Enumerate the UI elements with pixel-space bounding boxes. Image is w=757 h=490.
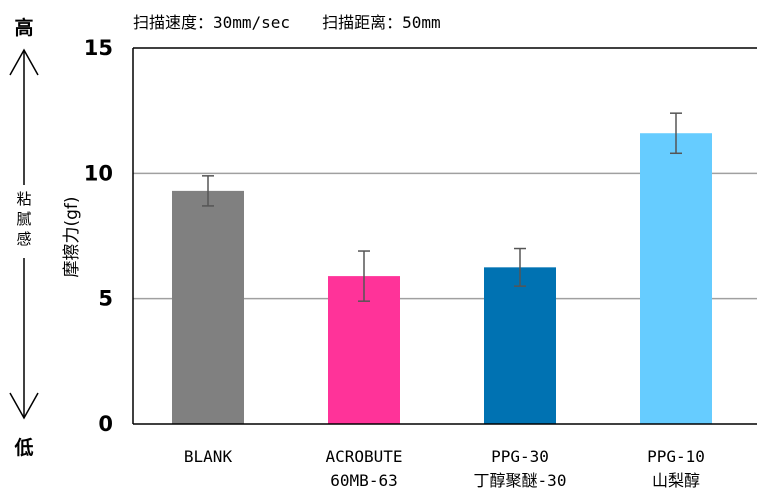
chart-subtitle: 扫描速度：30mm/sec 扫描距离：50mm <box>133 13 441 32</box>
bar-4 <box>640 133 712 424</box>
y-tick-label-0: 0 <box>98 412 113 436</box>
side-axis-low: 低 <box>13 436 33 459</box>
x-tick-labels: BLANK ACROBUTE 60MB-63 PPG-30 丁醇聚醚-30 PPG-10 山… <box>184 447 705 490</box>
side-axis-high: 高 <box>14 16 33 39</box>
y-axis-title: 摩擦力(gf) <box>62 196 82 277</box>
side-axis-char-1: 粘 <box>16 190 31 208</box>
error-bars <box>202 112 682 302</box>
side-axis-char-2: 腻 <box>16 210 31 228</box>
plot-frame <box>132 47 757 425</box>
y-tick-labels: 0 5 10 15 <box>84 36 113 436</box>
side-axis-char-3: 感 <box>16 230 31 248</box>
side-axis-arrowhead-up <box>9 48 39 76</box>
x-tick-label-2: ACROBUTE 60MB-63 <box>325 447 402 490</box>
bar-3 <box>484 267 556 424</box>
y-tick-label-15: 15 <box>84 36 113 60</box>
bar-1 <box>172 190 244 424</box>
side-axis-arrowhead-down <box>9 392 39 420</box>
x-tick-label-3: PPG-30 丁醇聚醚-30 <box>474 447 567 490</box>
y-tick-label-5: 5 <box>98 287 113 311</box>
x-tick-label-4: PPG-10 山梨醇 <box>647 447 705 490</box>
bars <box>172 133 712 424</box>
x-tick-label-1: BLANK <box>184 447 233 466</box>
y-tick-label-10: 10 <box>84 161 113 185</box>
